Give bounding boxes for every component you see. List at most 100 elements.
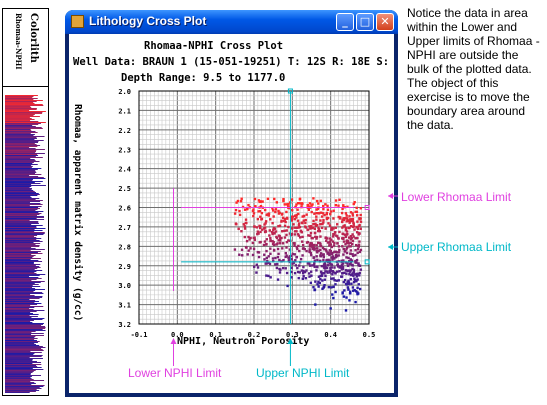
scatter-point: [290, 270, 293, 274]
scatter-point: [356, 286, 359, 290]
window-titlebar[interactable]: Lithology Cross Plot _ □ ✕: [65, 10, 398, 34]
log-band: [5, 272, 35, 273]
scatter-point: [308, 264, 312, 267]
scatter-point: [345, 217, 348, 220]
log-band: [5, 234, 44, 235]
close-button[interactable]: ✕: [376, 13, 394, 31]
log-band: [5, 293, 44, 294]
log-band: [5, 209, 38, 210]
log-band: [5, 305, 31, 306]
log-band: [5, 236, 35, 237]
log-band: [5, 170, 36, 171]
scatter-point: [259, 204, 263, 208]
scatter-point: [313, 212, 316, 215]
scatter-point: [328, 224, 332, 227]
log-band: [5, 385, 45, 386]
scatter-point: [348, 270, 352, 273]
scatter-point: [327, 285, 331, 289]
log-band: [5, 126, 36, 127]
scatter-point: [252, 212, 256, 215]
scatter-point: [295, 246, 298, 249]
scatter-point: [334, 231, 337, 234]
scatter-point: [262, 227, 266, 230]
scatter-point: [346, 286, 350, 289]
scatter-point: [347, 236, 351, 239]
scatter-point: [313, 259, 317, 262]
scatter-point: [263, 240, 267, 243]
log-band: [5, 283, 35, 284]
scatter-point: [285, 216, 289, 220]
scatter-point: [341, 265, 345, 269]
log-band: [5, 308, 30, 309]
cross-plot[interactable]: -0.1 0.0 0.1 0.2 0.3 0.4 0.5 2.0 2.1 2.2 2.3 2.4 2.5…: [69, 34, 394, 393]
scatter-point: [355, 214, 359, 217]
scatter-point: [351, 267, 354, 271]
scatter-point: [358, 274, 361, 277]
minimize-button[interactable]: _: [336, 13, 354, 31]
log-band: [5, 132, 38, 133]
scatter-point: [263, 258, 266, 261]
log-band: [5, 277, 39, 278]
log-band: [5, 127, 42, 128]
log-band: [5, 275, 40, 276]
scatter-point: [341, 232, 344, 235]
scatter-point: [321, 279, 324, 282]
scatter-point: [286, 205, 290, 208]
scatter-point: [330, 226, 333, 230]
scatter-point: [351, 264, 354, 267]
log-band: [5, 292, 43, 293]
scatter-point: [342, 295, 346, 298]
log-band: [5, 152, 36, 153]
log-band: [5, 98, 38, 99]
scatter-point: [322, 254, 325, 257]
log-band: [5, 114, 35, 115]
x-tick-label: 0.2: [248, 331, 261, 339]
scatter-point: [309, 227, 312, 230]
y-tick-label: 2.0: [118, 88, 131, 96]
scatter-point: [245, 221, 248, 225]
log-band: [5, 381, 31, 382]
log-band: [5, 233, 45, 234]
log-band: [5, 286, 41, 287]
scatter-point: [330, 238, 333, 241]
scatter-point: [332, 277, 335, 280]
scatter-point: [326, 252, 329, 255]
scatter-point: [274, 263, 277, 266]
scatter-point: [275, 266, 279, 270]
scatter-point: [352, 235, 355, 238]
log-band: [5, 237, 37, 238]
scatter-point: [347, 226, 350, 230]
scatter-point: [301, 243, 305, 247]
scatter-point: [253, 225, 256, 228]
scatter-point: [319, 211, 323, 214]
scatter-point: [343, 250, 346, 253]
scatter-point: [320, 274, 324, 277]
upper-rhomaa-handle: [364, 259, 370, 265]
log-band: [5, 365, 37, 366]
scatter-point: [305, 249, 308, 253]
maximize-button[interactable]: □: [356, 13, 374, 31]
scatter-point: [346, 264, 350, 268]
scatter-point: [317, 249, 320, 253]
scatter-point: [356, 251, 359, 255]
scatter-point: [337, 215, 340, 219]
scatter-point: [315, 208, 318, 211]
scatter-point: [268, 229, 271, 232]
log-band: [5, 106, 31, 107]
log-band: [5, 254, 32, 255]
log-band: [5, 341, 40, 342]
y-tick-label: 3.1: [118, 302, 131, 310]
scatter-point: [322, 258, 325, 262]
well-data-line: Well Data: BRAUN 1 (15-051-19251) T: 12S…: [73, 56, 390, 68]
scatter-point: [352, 222, 355, 226]
scatter-point: [298, 236, 302, 239]
scatter-point: [342, 217, 345, 220]
scatter-point: [283, 217, 287, 221]
scatter-points: [233, 197, 363, 312]
scatter-point: [352, 202, 355, 206]
log-band: [5, 346, 43, 347]
log-band: [5, 173, 35, 174]
scatter-point: [306, 240, 310, 244]
scatter-point: [259, 230, 262, 234]
scatter-point: [344, 282, 348, 286]
